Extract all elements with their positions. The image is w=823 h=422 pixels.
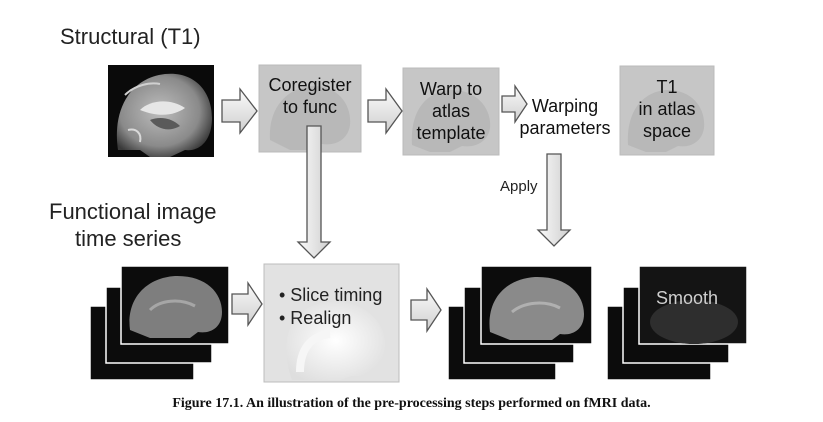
coregister-label: Coregister to func xyxy=(259,74,361,118)
t1-atlas-line1: T1 xyxy=(656,77,678,97)
functional-heading-line1: Functional image xyxy=(49,199,217,224)
warp-label-line2: atlas xyxy=(431,101,471,121)
structural-heading: Structural (T1) xyxy=(60,24,201,49)
apply-label: Apply xyxy=(500,178,538,195)
warping-parameters-line1: Warping xyxy=(531,96,599,116)
slice-timing-item: • Slice timing xyxy=(279,285,383,305)
arrow-slice-to-warped xyxy=(410,286,442,334)
functional-image-stack xyxy=(89,265,230,381)
arrow-coregister-to-warp xyxy=(367,87,403,135)
warped-functional-stack xyxy=(447,265,593,381)
t1-atlas-label: T1 in atlas space xyxy=(620,76,714,142)
warp-label: Warp to atlas template xyxy=(403,78,499,144)
smooth-stack xyxy=(606,265,748,381)
slice-realign-box xyxy=(263,263,400,383)
figure-caption: Figure 17.1. An illustration of the pre-… xyxy=(0,396,823,412)
arrow-warp-to-parameters xyxy=(501,83,528,125)
smooth-label: Smooth xyxy=(656,288,719,308)
functional-heading-line2: time series xyxy=(75,226,182,251)
t1-atlas-line2: in atlas xyxy=(638,99,696,119)
figure-caption-text: Figure 17.1. An illustration of the pre-… xyxy=(172,396,651,411)
t1-structural-image xyxy=(108,65,214,157)
arrow-t1-to-coregister xyxy=(221,87,258,135)
arrow-apply-down xyxy=(536,153,572,247)
warp-label-line1: Warp to xyxy=(419,79,483,99)
coregister-label-line2: to func xyxy=(282,97,338,117)
realign-item: • Realign xyxy=(279,308,352,328)
warping-parameters-line2: parameters xyxy=(519,118,611,138)
warp-step-box xyxy=(402,67,500,156)
warp-label-line3: template xyxy=(416,123,486,143)
t1-atlas-line3: space xyxy=(642,121,692,141)
warping-parameters-label: Warping parameters xyxy=(512,95,618,139)
t1-atlas-space-box xyxy=(619,65,715,156)
coregister-label-line1: Coregister xyxy=(268,75,352,95)
arrow-coregister-down xyxy=(296,125,332,259)
arrow-functional-to-slice xyxy=(231,280,263,328)
